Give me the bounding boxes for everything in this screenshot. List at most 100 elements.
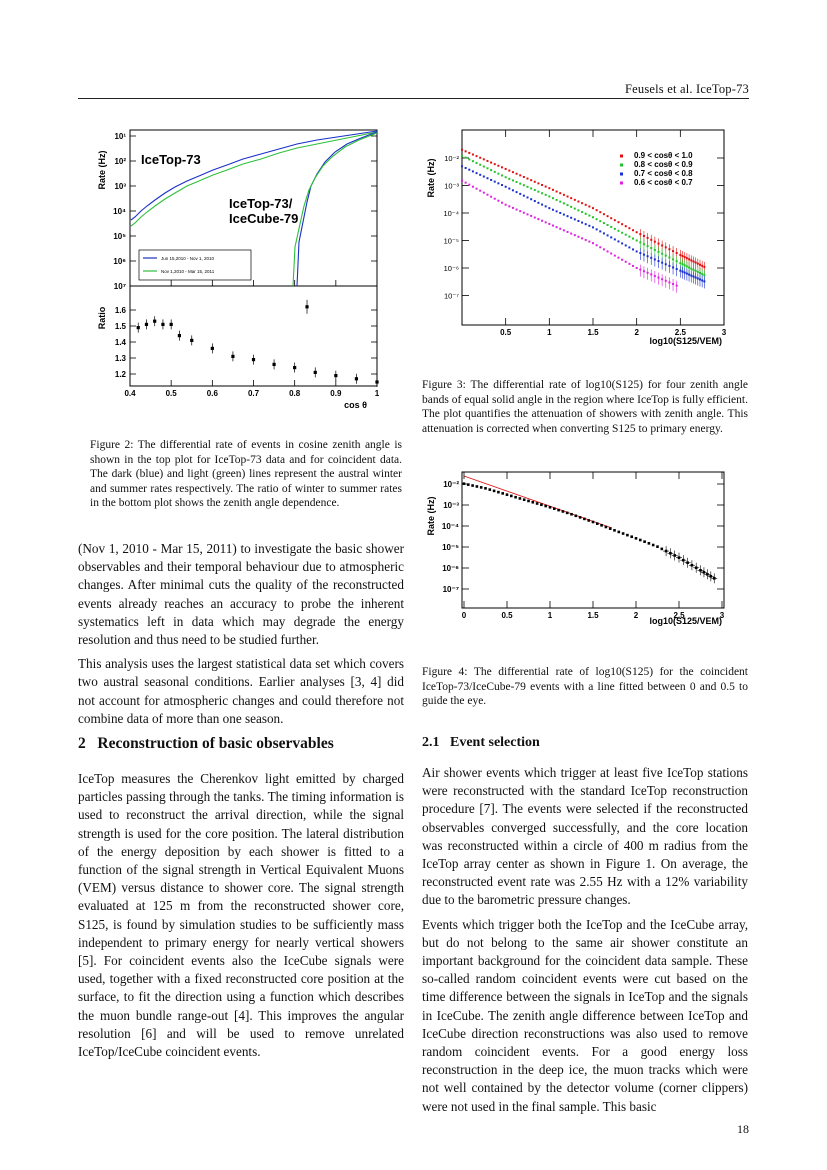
fig3-point [624, 260, 627, 263]
fig3-point [551, 197, 554, 200]
fig3-point [479, 189, 482, 192]
fig3-point [595, 218, 598, 221]
fig3-point [632, 229, 635, 232]
fig2-label-icetop: IceTop-73 [141, 152, 201, 167]
fig3-point [551, 208, 554, 211]
fig4-point [462, 482, 466, 485]
fig4-point [553, 507, 556, 510]
fig3-point [526, 185, 529, 188]
fig2-ratio-point [136, 326, 140, 330]
fig3-point [559, 227, 562, 230]
left-column-section-2: IceTop measures the Cherenkov light emit… [78, 770, 404, 1067]
fig3-point [602, 232, 605, 235]
fig3-point [511, 206, 514, 209]
fig3-point [501, 174, 504, 177]
fig3-point [566, 204, 569, 207]
fig4-point [604, 525, 608, 529]
fig3-point [573, 218, 576, 221]
fig3-point [468, 183, 471, 186]
fig3-point [471, 170, 474, 173]
fig4-point [617, 530, 621, 534]
fig3-point [624, 233, 627, 236]
fig4-point [535, 502, 539, 505]
fig3-point [548, 187, 551, 190]
fig4-point [626, 533, 629, 537]
fig3-point [566, 195, 569, 198]
fig3-point [570, 216, 573, 219]
fig3-point [584, 238, 587, 241]
fig3-point [522, 211, 525, 214]
fig4-point [548, 506, 552, 509]
fig3-point [628, 235, 631, 238]
fig2-ratio-point [177, 334, 181, 338]
fig2-summer-curve [130, 131, 378, 227]
fig4-point [634, 537, 638, 540]
fig4-xtick-label: 3 [720, 611, 725, 620]
fig2-ratio-ytick-label: 1.3 [115, 354, 127, 363]
fig4-point [471, 484, 474, 487]
fig3-point [632, 264, 635, 267]
left-paragraph-3: IceTop measures the Cherenkov light emit… [78, 771, 404, 1060]
fig3-point [497, 164, 500, 167]
fig2-xtick-label: 0.4 [124, 389, 136, 398]
fig4-point [505, 493, 509, 496]
fig4-point [596, 522, 599, 525]
fig3-point [475, 172, 478, 175]
fig3-point [562, 193, 565, 196]
fig2-ratio-ytick-label: 1.5 [115, 322, 127, 331]
fig4-xtick-label: 0.5 [501, 611, 513, 620]
fig2-ratio-point [153, 319, 157, 323]
fig3-point [559, 211, 562, 214]
figure-3-caption: Figure 3: The differential rate of log10… [422, 379, 748, 435]
fig4-point [660, 547, 664, 551]
fig4-point [656, 545, 659, 548]
fig4-point [565, 511, 569, 515]
fig3-point [621, 242, 624, 245]
fig3-point [515, 172, 518, 175]
fig3-legend-entry: 0.8 < cosθ < 0.9 [634, 160, 693, 169]
fig3-point [486, 167, 489, 170]
fig3-xtick-label: 2 [634, 328, 639, 337]
fig3-point [541, 183, 544, 186]
fig3-point [613, 238, 616, 241]
fig3-point [497, 172, 500, 175]
fig3-point [508, 177, 511, 180]
fig3-point [566, 230, 569, 233]
fig3-xtick-label: 1 [547, 328, 552, 337]
fig4-xlabel: log10(S125/VEM) [649, 616, 722, 626]
fig3-point [486, 159, 489, 162]
fig2-legend [138, 249, 252, 281]
fig3-point [581, 221, 584, 224]
fig2-coinc-summer-curve [292, 132, 378, 287]
fig3-point [533, 180, 536, 183]
fig3-point [617, 229, 620, 232]
fig3-point [519, 174, 522, 177]
figure-4-caption: Figure 4: The differential rate of log10… [422, 666, 748, 707]
fig3-point [577, 209, 580, 212]
fig2-bottom-ylabel: Ratio [97, 306, 107, 329]
fig3-point [519, 192, 522, 195]
fig2-ratio-point [334, 374, 338, 378]
fig4-xtick-label: 1 [548, 611, 553, 620]
fig2-ratio-ytick-label: 1.2 [115, 370, 127, 379]
fig3-point [522, 194, 525, 197]
fig3-point [464, 166, 467, 169]
fig3-point [537, 190, 540, 193]
fig3-point [471, 185, 474, 188]
fig3-point [490, 161, 493, 164]
fig3-point [606, 215, 609, 218]
fig3-point [592, 242, 594, 245]
fig3-point [541, 203, 544, 206]
fig2-ratio-ytick-label: 1.4 [115, 338, 127, 347]
fig3-ytick-label: 10⁻⁵ [444, 237, 459, 246]
fig3-point [610, 217, 613, 220]
fig3-legend-marker [620, 163, 623, 167]
fig2-coinc-winter-curve [296, 131, 378, 287]
fig3-point [635, 231, 638, 234]
fig3-point [511, 189, 514, 192]
fig2-ratio-point [169, 322, 173, 326]
fig3-point [610, 236, 613, 239]
fig4-ytick-label: 10⁻⁴ [442, 522, 459, 531]
fig3-point [573, 207, 576, 210]
figure-4: Rate (Hz) log10(S125/VEM) 10⁻²10⁻³10⁻⁴10… [426, 471, 725, 626]
